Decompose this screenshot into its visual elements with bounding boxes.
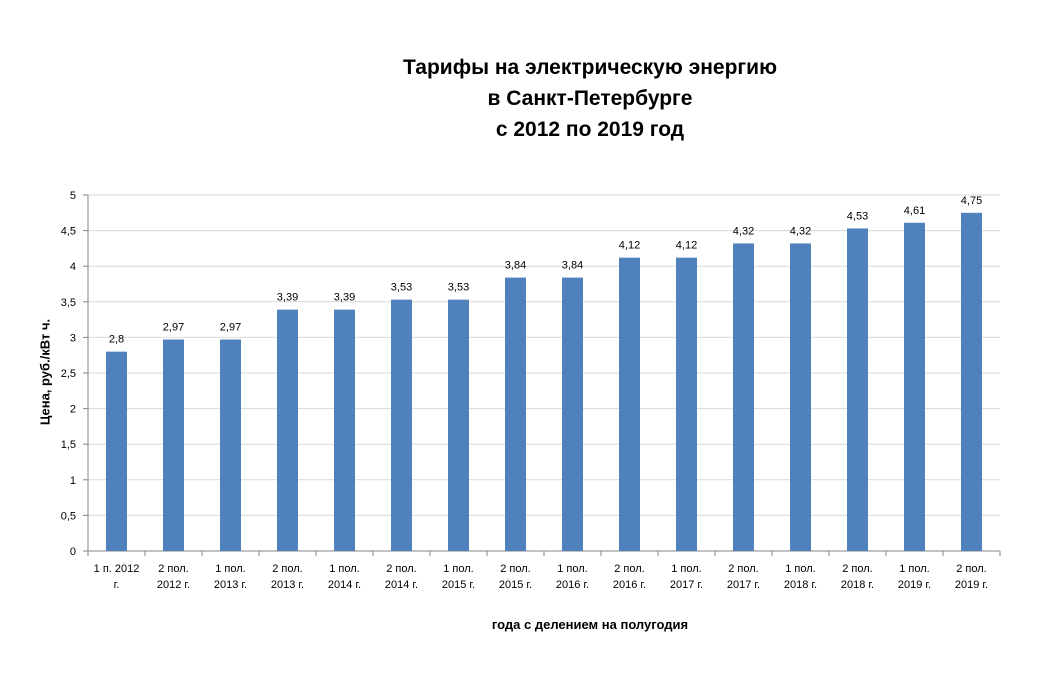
bar — [106, 351, 127, 551]
bar-value-label: 3,84 — [505, 260, 526, 272]
y-tick-label: 3 — [70, 332, 76, 344]
y-tick-label: 0,5 — [61, 510, 76, 522]
bar — [334, 309, 355, 551]
x-axis-label: года с делением на полугодия — [491, 617, 689, 632]
x-tick-label: 1 пол. 2013 г. — [214, 563, 247, 591]
y-tick-label: 1,5 — [61, 439, 76, 451]
chart-title-line-1: Тарифы на электрическую энергию — [402, 56, 778, 79]
x-tick-label: 2 пол. 2016 г. — [613, 563, 646, 591]
bar — [277, 309, 298, 551]
bar-value-label: 4,12 — [676, 240, 697, 252]
y-tick-label: 4 — [70, 261, 76, 273]
bar-value-label: 4,12 — [619, 240, 640, 252]
bar — [733, 243, 754, 551]
y-tick-label: 3,5 — [61, 297, 76, 309]
x-tick-label: 2 пол. 2018 г. — [841, 563, 874, 591]
y-tick-label: 2,5 — [61, 368, 76, 380]
x-tick-label: 2 пол. 2013 г. — [271, 563, 304, 591]
bar — [448, 299, 469, 551]
bar — [562, 277, 583, 551]
bar — [163, 339, 184, 551]
bar-value-label: 4,32 — [790, 225, 811, 237]
bar-value-label: 2,97 — [220, 322, 241, 334]
labels: 2,8 1 п. 2012 г. 2,97 2 пол. 2012 г. 2,97 1 пол… — [94, 195, 988, 591]
bar — [790, 243, 811, 551]
x-tick-label: 1 пол. 2015 г. — [442, 563, 475, 591]
chart-title-line-2: в Санкт-Петербурге — [487, 87, 693, 110]
y-tick-label: 2 — [70, 404, 76, 416]
bar — [904, 222, 925, 551]
bar-value-label: 2,97 — [163, 322, 184, 334]
bar — [391, 299, 412, 551]
bar — [676, 257, 697, 551]
y-tick-label: 0 — [70, 546, 76, 558]
bar — [961, 212, 982, 552]
x-tick-label: 1 п. 2012 г. — [94, 563, 140, 591]
bar-value-label: 4,32 — [733, 225, 754, 237]
bar-value-label: 3,39 — [334, 292, 355, 304]
y-tick-label: 5 — [70, 190, 76, 202]
bar — [505, 277, 526, 551]
y-tick-label: 1 — [70, 475, 76, 487]
bar-value-label: 2,8 — [109, 334, 124, 346]
chart-title: Тарифы на электрическую энергию в Санкт-… — [290, 52, 890, 145]
bar-value-label: 3,53 — [448, 282, 469, 294]
chart-title-line-3: с 2012 по 2019 год — [495, 118, 685, 141]
x-tick-label: 1 пол. 2014 г. — [328, 563, 361, 591]
x-tick-label: 1 пол. 2018 г. — [784, 563, 817, 591]
x-tick-label: 2 пол. 2015 г. — [499, 563, 532, 591]
x-tick-label: 1 пол. 2016 г. — [556, 563, 589, 591]
bar-value-label: 4,53 — [847, 210, 868, 222]
bar — [619, 257, 640, 551]
y-tick-label: 4,5 — [61, 226, 76, 238]
bar — [220, 339, 241, 551]
bars — [106, 212, 982, 552]
x-tick-label: 2 пол. 2012 г. — [157, 563, 190, 591]
x-tick-label: 2 пол. 2019 г. — [955, 563, 988, 591]
bar-value-label: 3,53 — [391, 282, 412, 294]
bar-value-label: 3,84 — [562, 260, 583, 272]
bar-value-label: 4,61 — [904, 205, 925, 217]
x-tick-label: 1 пол. 2019 г. — [898, 563, 931, 591]
bar-value-label: 3,39 — [277, 292, 298, 304]
bar-value-label: 4,75 — [961, 195, 982, 207]
x-tick-label: 1 пол. 2017 г. — [670, 563, 703, 591]
x-tick-label: 2 пол. 2017 г. — [727, 563, 760, 591]
x-tick-label: 2 пол. 2014 г. — [385, 563, 418, 591]
bar — [847, 228, 868, 552]
